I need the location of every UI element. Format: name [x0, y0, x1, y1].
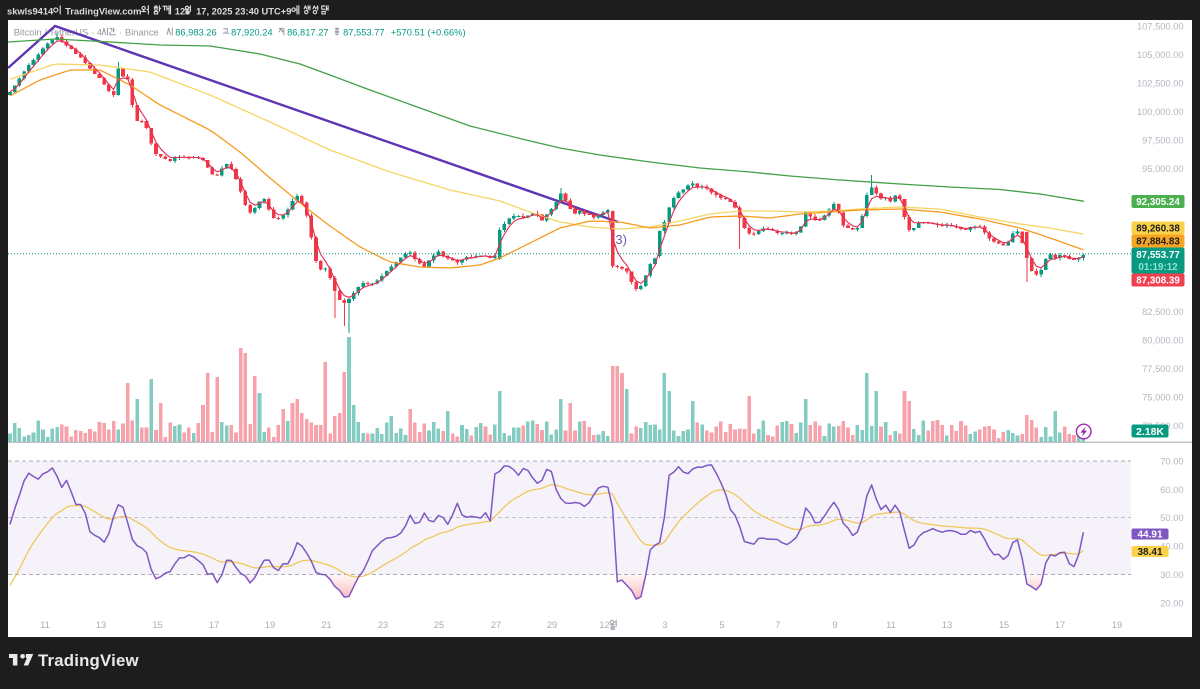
svg-text:3: 3	[662, 620, 667, 630]
svg-text:87,920.24: 87,920.24	[231, 28, 273, 38]
svg-text:17: 17	[1055, 620, 1065, 630]
svg-text:2.18K: 2.18K	[1136, 426, 1164, 438]
svg-text:17: 17	[209, 620, 219, 630]
svg-text:·: ·	[119, 28, 122, 38]
svg-text:13: 13	[942, 620, 952, 630]
svg-text:87,308.39: 87,308.39	[1136, 276, 1180, 287]
svg-text:44.91: 44.91	[1137, 530, 1162, 541]
svg-text:89,260.38: 89,260.38	[1136, 224, 1180, 235]
svg-text:19: 19	[1112, 620, 1122, 630]
svg-text:102,500.00: 102,500.00	[1137, 79, 1184, 89]
svg-text:Binance: Binance	[125, 28, 159, 38]
svg-text:75,000.00: 75,000.00	[1142, 393, 1183, 403]
svg-text:86,983.26: 86,983.26	[175, 28, 217, 38]
svg-text:17, 2025 23:40 UTC+9: 17, 2025 23:40 UTC+9	[196, 6, 291, 16]
svg-text:21: 21	[321, 620, 331, 630]
svg-text:97,500.00: 97,500.00	[1142, 136, 1183, 146]
svg-text:TradingView.com: TradingView.com	[65, 6, 141, 16]
svg-text:40.00: 40.00	[1160, 542, 1183, 552]
svg-text:60.00: 60.00	[1160, 485, 1183, 495]
svg-text:87,884.83: 87,884.83	[1136, 237, 1180, 248]
svg-text:12: 12	[599, 620, 609, 630]
svg-text:+570.51 (+0.66%): +570.51 (+0.66%)	[391, 28, 466, 38]
svg-text:70.00: 70.00	[1160, 456, 1183, 466]
svg-text:95,000.00: 95,000.00	[1142, 164, 1183, 174]
svg-text:100,000.00: 100,000.00	[1137, 107, 1184, 117]
svg-text:11: 11	[886, 620, 896, 630]
svg-text:7: 7	[775, 620, 780, 630]
svg-text:skwls9414: skwls9414	[7, 6, 54, 16]
svg-text:11: 11	[40, 620, 50, 630]
svg-text:30.00: 30.00	[1160, 570, 1183, 580]
svg-text:87,553.77: 87,553.77	[343, 28, 385, 38]
svg-text:·: ·	[91, 28, 94, 38]
svg-text:19: 19	[265, 620, 275, 630]
svg-text:5: 5	[719, 620, 724, 630]
svg-text:01:19:12: 01:19:12	[1138, 262, 1178, 273]
svg-text:25: 25	[434, 620, 444, 630]
svg-text:13: 13	[96, 620, 106, 630]
svg-text:15: 15	[999, 620, 1009, 630]
svg-text:82,500.00: 82,500.00	[1142, 307, 1183, 317]
svg-text:38.41: 38.41	[1137, 547, 1162, 558]
svg-text:23: 23	[378, 620, 388, 630]
svg-text:9: 9	[832, 620, 837, 630]
svg-text:107,500.00: 107,500.00	[1137, 21, 1184, 31]
svg-text:87,553.77: 87,553.77	[1136, 250, 1180, 261]
svg-text:86,817.27: 86,817.27	[287, 28, 329, 38]
svg-text:12: 12	[175, 6, 185, 16]
svg-text:29: 29	[547, 620, 557, 630]
svg-text:77,500.00: 77,500.00	[1142, 364, 1183, 374]
svg-text:105,000.00: 105,000.00	[1137, 50, 1184, 60]
svg-text:80,000.00: 80,000.00	[1142, 335, 1183, 345]
svg-text:20.00: 20.00	[1160, 598, 1183, 608]
svg-text:50.00: 50.00	[1160, 513, 1183, 523]
svg-text:92,305.24: 92,305.24	[1136, 197, 1180, 208]
svg-text:Bitcoin / TetherUS: Bitcoin / TetherUS	[14, 28, 89, 38]
svg-text:27: 27	[491, 620, 501, 630]
svg-text:TradingView: TradingView	[38, 651, 139, 670]
svg-text:4: 4	[97, 28, 102, 38]
svg-text:15: 15	[152, 620, 162, 630]
